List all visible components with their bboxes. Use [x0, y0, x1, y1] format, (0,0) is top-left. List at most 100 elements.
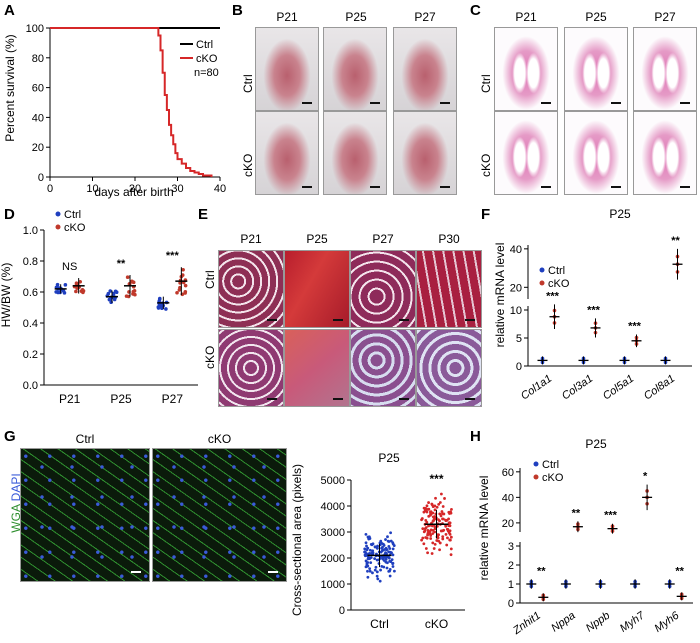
e-row-cko: cKO	[203, 345, 217, 369]
y-tick-label: 5	[516, 333, 522, 345]
data-point-cko	[438, 541, 442, 545]
data-point-cko	[442, 512, 446, 516]
section-image-ctrl-1	[564, 27, 628, 111]
data-point-cko	[423, 527, 427, 531]
scale-bar	[333, 398, 343, 400]
trichrome-image-ctrl-1	[284, 250, 350, 328]
data-point-cko	[437, 539, 441, 543]
survival-ylabel: Percent survival (%)	[3, 34, 17, 141]
data-point-cko	[175, 290, 179, 295]
data-point-ctrl	[108, 297, 113, 301]
data-point-ctrl	[156, 305, 161, 309]
data-point-cko	[181, 268, 185, 272]
data-point-ctrl	[373, 557, 377, 561]
data-point-ctrl	[371, 549, 375, 553]
data-point-ctrl	[390, 558, 394, 562]
b-col-p27: P27	[414, 10, 436, 24]
data-point-ctrl	[387, 556, 391, 560]
data-point-ctrl	[366, 561, 370, 564]
data-point-ctrl	[384, 538, 387, 541]
data-point-ctrl	[382, 565, 386, 569]
data-point-cko	[436, 536, 440, 540]
y-tick-label: 0.8	[23, 256, 38, 268]
b-row-cko: cKO	[241, 153, 255, 177]
data-point-cko	[431, 532, 435, 536]
heart-image-ctrl-0	[255, 27, 319, 111]
data-point-ctrl	[380, 546, 384, 550]
f-ylabel: relative mRNA level	[493, 243, 507, 348]
data-point-cko	[422, 542, 426, 546]
data-point-ctrl	[112, 297, 117, 302]
x-tick-label: P27	[162, 392, 184, 405]
data-point-ctrl	[363, 550, 366, 554]
data-point-cko	[441, 517, 444, 521]
data-point-cko	[441, 535, 445, 539]
legend-cko-label: cKO	[548, 278, 570, 290]
y-tick-label: 40	[502, 492, 514, 504]
data-point-cko	[449, 547, 453, 551]
data-point-ctrl	[391, 547, 395, 551]
scale-bar	[302, 186, 312, 188]
scale-bar	[333, 319, 343, 321]
legend-ctrl-dot	[55, 211, 61, 217]
c-col-p25: P25	[585, 10, 607, 24]
scale-bar	[370, 102, 380, 104]
data-point-ctrl	[368, 569, 372, 573]
data-point-cko	[437, 518, 440, 522]
data-point-ctrl	[363, 547, 367, 551]
wga-image-cko	[152, 448, 287, 582]
panel-label-f: F	[481, 206, 491, 223]
data-point-ctrl	[55, 282, 60, 287]
panel-label-d: D	[4, 206, 15, 223]
data-point-cko	[427, 501, 430, 504]
heart-image-ctrl-1	[323, 27, 387, 111]
y-tick-label: 0.4	[23, 318, 38, 330]
heart-image-cko-1	[323, 111, 387, 195]
data-point-cko	[425, 504, 429, 508]
trichrome-image-cko-2	[350, 329, 416, 407]
data-point-cko	[78, 279, 82, 284]
legend-cko-label: cKO	[64, 222, 86, 234]
data-point-ctrl	[374, 565, 378, 569]
data-point-cko	[448, 532, 452, 536]
data-point-ctrl	[373, 568, 377, 572]
data-point-ctrl	[367, 537, 371, 540]
y-tick-label: 0	[516, 361, 522, 373]
data-point-ctrl	[382, 544, 386, 547]
data-point-cko	[431, 529, 435, 532]
data-point-ctrl	[368, 557, 372, 561]
section-image-ctrl-2	[633, 27, 697, 111]
data-point-cko	[74, 289, 78, 294]
data-point-ctrl	[375, 570, 379, 574]
data-point-ctrl	[389, 539, 393, 543]
legend-cko-label: cKO	[542, 472, 564, 484]
y-tick-label: 20	[32, 142, 44, 154]
data-point-ctrl	[111, 291, 116, 296]
panel-label-a: A	[4, 2, 15, 19]
data-point-ctrl	[391, 553, 395, 557]
data-point-ctrl	[381, 557, 385, 561]
data-point-cko	[426, 507, 430, 511]
data-point-ctrl	[365, 544, 368, 548]
y-tick-label: 0.0	[23, 380, 38, 392]
x-tick-label: Nppb	[584, 610, 612, 635]
data-point-ctrl	[389, 531, 392, 535]
data-point-cko	[443, 497, 446, 500]
c-col-p27: P27	[654, 10, 676, 24]
data-point-cko	[441, 505, 445, 508]
y-tick-label: 80	[32, 53, 44, 65]
data-point-ctrl	[391, 565, 395, 568]
data-point-ctrl	[386, 561, 389, 565]
e-col-p25: P25	[306, 232, 328, 246]
significance-mark: ***	[628, 321, 642, 333]
data-point-ctrl	[388, 559, 392, 563]
scale-bar	[267, 319, 277, 321]
h-ylabel: relative mRNA level	[477, 476, 491, 581]
data-point-ctrl	[383, 552, 387, 556]
data-point-ctrl	[391, 561, 395, 565]
data-point-cko	[444, 533, 448, 536]
section-image-cko-1	[564, 111, 628, 195]
data-point-ctrl	[368, 548, 372, 552]
data-point-ctrl	[369, 561, 373, 565]
legend-cko-label: cKO	[196, 53, 218, 65]
